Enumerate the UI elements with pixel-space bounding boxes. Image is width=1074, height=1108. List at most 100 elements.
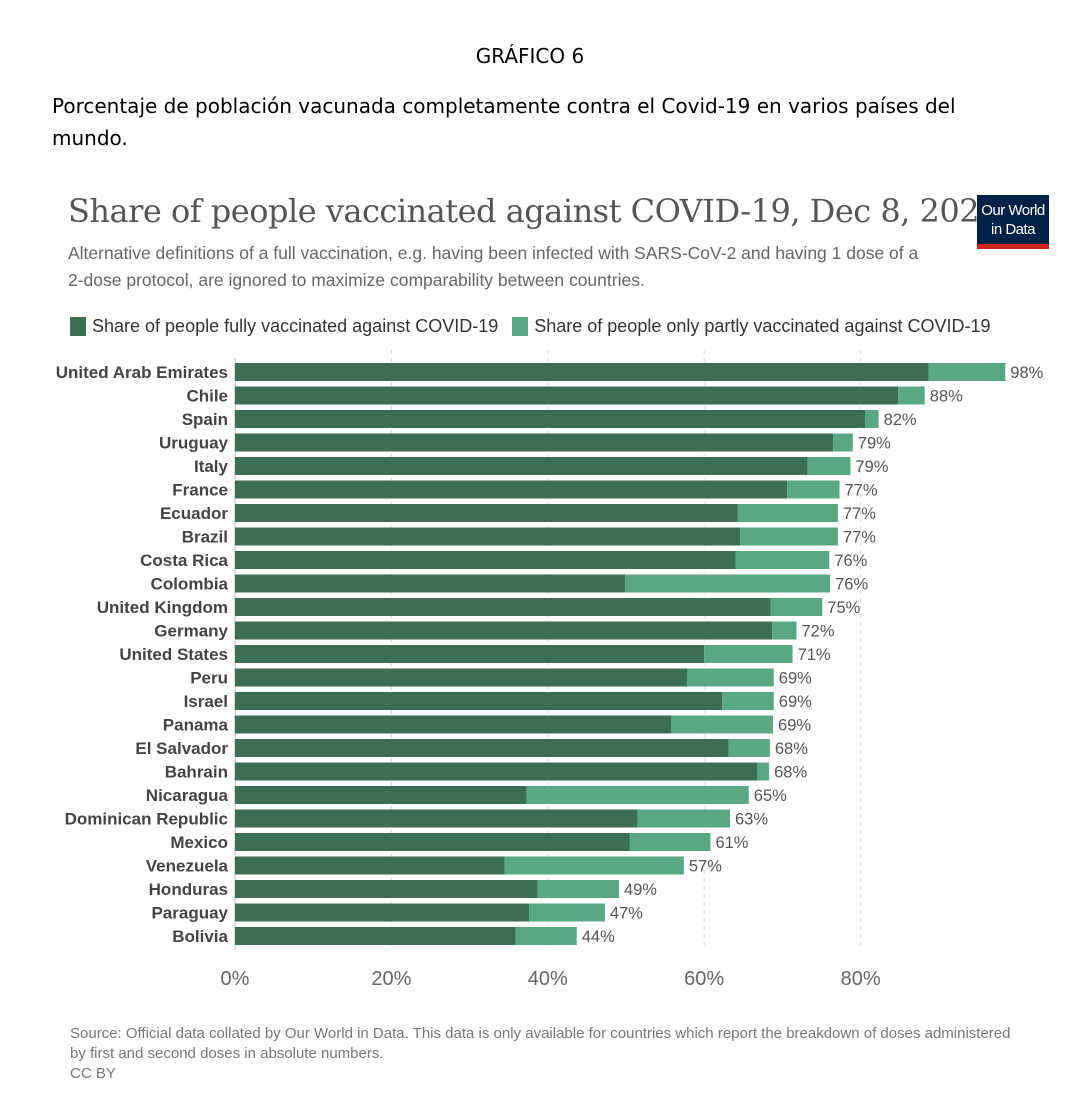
bar-partly-vaccinated — [529, 903, 605, 922]
bar-fully-vaccinated — [235, 504, 738, 522]
total-data-label: 79% — [858, 435, 891, 453]
total-data-label: 63% — [735, 811, 768, 829]
bar-partly-vaccinated — [740, 527, 838, 546]
bar-partly-vaccinated — [787, 480, 840, 499]
bar-partly-vaccinated — [515, 927, 577, 945]
total-data-label: 49% — [624, 881, 657, 899]
bar-partly-vaccinated — [629, 833, 711, 851]
total-data-label: 75% — [827, 599, 860, 617]
category-label: Paraguay — [151, 904, 228, 923]
x-tick-label: 20% — [371, 968, 411, 990]
category-label: United Arab Emirates — [56, 363, 228, 382]
source-note: Source: Official data collated by Our Wo… — [70, 1024, 1030, 1084]
source-text: Source: Official data collated by Our Wo… — [70, 1025, 1011, 1062]
bar-chart: 0% 20% 40% 60% 80% United Arab Emirates 98% Chi… — [56, 350, 1044, 990]
category-label: Nicaragua — [146, 786, 229, 805]
category-label: Honduras — [149, 880, 228, 899]
category-label: Bolivia — [172, 927, 228, 946]
category-label: Italy — [194, 457, 229, 476]
bar-partly-vaccinated — [898, 386, 925, 405]
bar-partly-vaccinated — [625, 574, 831, 593]
bar-fully-vaccinated — [235, 762, 758, 781]
total-data-label: 69% — [779, 670, 812, 688]
total-data-label: 72% — [801, 623, 834, 641]
category-label: United States — [119, 645, 228, 664]
bar-fully-vaccinated — [235, 645, 705, 663]
total-data-label: 68% — [775, 740, 808, 758]
total-data-label: 68% — [774, 764, 807, 782]
x-tick-label: 40% — [528, 968, 568, 990]
bar-fully-vaccinated — [235, 527, 741, 546]
legend-label-fully: Share of people fully vaccinated against… — [92, 315, 499, 336]
bar-partly-vaccinated — [526, 786, 749, 804]
total-data-label: 69% — [779, 693, 812, 711]
chart-title: Share of people vaccinated against COVID… — [68, 192, 999, 230]
bar-fully-vaccinated — [235, 856, 505, 875]
owid-logo-line2: in Data — [990, 221, 1036, 238]
category-label: Germany — [154, 622, 228, 641]
bar-partly-vaccinated — [722, 692, 774, 710]
category-label: Venezuela — [146, 857, 229, 876]
bar-fully-vaccinated — [235, 457, 808, 475]
category-label: Panama — [163, 716, 229, 735]
total-data-label: 79% — [855, 458, 888, 476]
bar-fully-vaccinated — [235, 715, 672, 734]
category-label: Colombia — [151, 575, 229, 594]
category-label: Chile — [186, 387, 228, 406]
figure-caption: Porcentaje de población vacunada complet… — [52, 94, 956, 150]
figure-number: GRÁFICO 6 — [475, 44, 585, 68]
total-data-label: 76% — [834, 552, 867, 570]
category-label: Israel — [184, 692, 228, 711]
legend-swatch-fully — [70, 316, 86, 336]
bar-partly-vaccinated — [704, 645, 793, 663]
total-data-label: 61% — [715, 834, 748, 852]
bar-fully-vaccinated — [235, 598, 771, 616]
bar-partly-vaccinated — [728, 739, 770, 757]
bar-fully-vaccinated — [235, 927, 516, 945]
chart-subtitle: Alternative definitions of a full vaccin… — [68, 243, 919, 290]
total-data-label: 47% — [610, 905, 643, 923]
bar-partly-vaccinated — [537, 880, 619, 898]
license-text: CC BY — [70, 1065, 116, 1082]
owid-logo-line1: Our World — [981, 202, 1045, 219]
category-label: United Kingdom — [97, 598, 228, 617]
owid-logo: Our World in Data — [977, 195, 1049, 249]
category-label: Spain — [182, 410, 228, 429]
bar-fully-vaccinated — [235, 739, 729, 757]
category-label: Costa Rica — [140, 551, 228, 570]
category-label: Ecuador — [160, 504, 228, 523]
total-data-label: 98% — [1010, 364, 1043, 382]
chart-legend: Share of people fully vaccinated against… — [70, 313, 1005, 339]
bar-partly-vaccinated — [772, 621, 797, 640]
total-data-label: 77% — [843, 529, 876, 547]
category-label: Brazil — [182, 528, 228, 547]
bar-partly-vaccinated — [671, 715, 774, 734]
bar-fully-vaccinated — [235, 692, 723, 710]
total-data-label: 82% — [884, 411, 917, 429]
legend-item-partly: Share of people only partly vaccinated a… — [512, 315, 991, 337]
bar-partly-vaccinated — [865, 410, 879, 428]
bar-partly-vaccinated — [504, 856, 684, 875]
bar-fully-vaccinated — [235, 363, 929, 381]
bar-fully-vaccinated — [235, 386, 899, 405]
bar-fully-vaccinated — [235, 621, 773, 640]
category-label: Uruguay — [159, 434, 229, 453]
bar-fully-vaccinated — [235, 551, 736, 569]
total-data-label: 57% — [689, 858, 722, 876]
bar-partly-vaccinated — [928, 363, 1006, 381]
legend-label-partly: Share of people only partly vaccinated a… — [534, 315, 991, 336]
bar-partly-vaccinated — [735, 551, 830, 569]
bar-fully-vaccinated — [235, 574, 626, 593]
bar-partly-vaccinated — [686, 668, 774, 687]
total-data-label: 71% — [798, 646, 831, 664]
bar-fully-vaccinated — [235, 786, 527, 804]
bar-partly-vaccinated — [833, 433, 853, 452]
bar-fully-vaccinated — [235, 410, 866, 428]
bar-fully-vaccinated — [235, 903, 530, 922]
total-data-label: 76% — [835, 576, 868, 594]
category-label: Dominican Republic — [65, 810, 228, 829]
legend-swatch-partly — [512, 316, 529, 336]
bar-partly-vaccinated — [737, 504, 838, 522]
category-label: Mexico — [170, 833, 228, 852]
bar-fully-vaccinated — [235, 433, 834, 452]
